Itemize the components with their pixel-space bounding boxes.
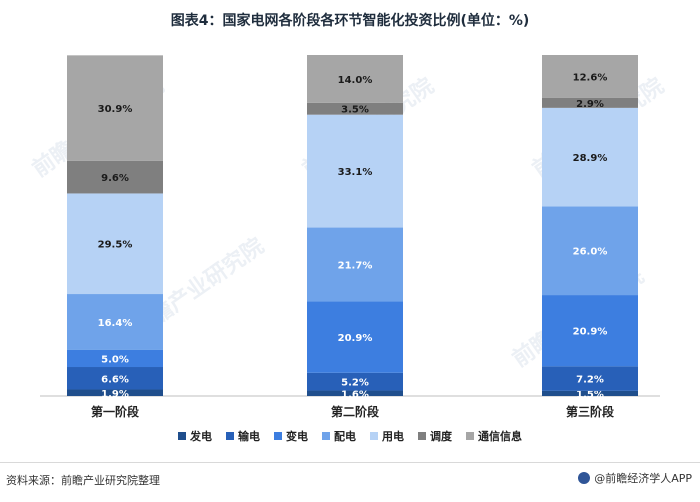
legend-swatch (178, 432, 186, 440)
data-label: 29.5% (98, 240, 133, 251)
bar-segment-变电 (67, 349, 163, 368)
data-label: 16.4% (98, 318, 133, 329)
data-label: 26.0% (573, 247, 608, 258)
bar-segment-变电 (542, 295, 638, 367)
legend-label: 配电 (334, 430, 356, 443)
data-label: 9.6% (101, 173, 129, 184)
bar-segment-通信信息 (542, 55, 638, 98)
bar-segment-用电 (67, 193, 163, 295)
brand-credit: @前瞻经济学人APP (578, 470, 692, 486)
legend-item: 通信信息 (466, 428, 522, 444)
category-label: 第一阶段 (91, 404, 140, 419)
legend-label: 输电 (238, 430, 260, 443)
legend-swatch (322, 432, 330, 440)
bar-segment-发电 (67, 389, 163, 396)
data-label: 20.9% (573, 327, 608, 338)
bar-segment-变电 (307, 301, 403, 373)
data-label: 1.9% (101, 389, 129, 400)
data-label: 30.9% (98, 104, 133, 115)
legend-swatch (274, 432, 282, 440)
chart-legend: 发电 输电 变电 配电 用电 调度 通信信息 (0, 428, 700, 444)
legend-item: 调度 (418, 428, 452, 444)
legend-item: 用电 (370, 428, 404, 444)
brand-logo-icon (578, 472, 591, 484)
data-label: 1.5% (576, 389, 604, 400)
legend-swatch (466, 432, 474, 440)
bar-segment-配电 (307, 227, 403, 302)
legend-label: 通信信息 (478, 430, 522, 443)
legend-label: 变电 (286, 430, 308, 443)
legend-label: 发电 (190, 430, 212, 443)
data-label: 5.2% (341, 378, 369, 389)
bar-segment-调度 (542, 97, 638, 108)
bar-segment-输电 (307, 372, 403, 391)
data-label: 21.7% (338, 261, 373, 272)
brand-label: @前瞻经济学人APP (594, 472, 692, 485)
legend-label: 调度 (430, 430, 452, 443)
category-label: 第三阶段 (566, 404, 615, 419)
bar-segment-用电 (542, 107, 638, 207)
bar-segment-调度 (307, 102, 403, 115)
data-label: 6.6% (101, 374, 129, 385)
chart-title: 图表4：国家电网各阶段各环节智能化投资比例(单位：%) (170, 13, 530, 29)
bar-segment-发电 (542, 390, 638, 396)
data-label: 20.9% (338, 333, 373, 344)
data-label: 1.6% (341, 389, 369, 400)
bar-segment-通信信息 (307, 55, 403, 103)
stacked-bar-chart: 1.9% 6.6% 5.0% 16.4% 29.5% 9.6% 30.9% 第一阶段 1.6%5… (40, 55, 660, 419)
data-label: 5.0% (101, 354, 129, 365)
legend-label: 用电 (382, 430, 404, 443)
source-note: 资料来源：前瞻产业研究院整理 (6, 474, 160, 487)
legend-item: 发电 (178, 428, 212, 444)
bar-segment-配电 (542, 206, 638, 296)
legend-item: 配电 (322, 428, 356, 444)
data-label: 12.6% (573, 72, 608, 83)
legend-item: 变电 (274, 428, 308, 444)
bar-segment-输电 (542, 366, 638, 391)
footer-divider (0, 462, 700, 463)
category-label: 第二阶段 (331, 404, 380, 419)
legend-swatch (226, 432, 234, 440)
data-label: 3.5% (341, 105, 369, 116)
data-label: 2.9% (576, 99, 604, 110)
bar-segment-用电 (307, 114, 403, 228)
data-label: 7.2% (576, 375, 604, 386)
bar-segment-调度 (67, 160, 163, 194)
data-label: 28.9% (573, 153, 608, 164)
bar-segment-通信信息 (67, 55, 163, 161)
legend-item: 输电 (226, 428, 260, 444)
legend-swatch (370, 432, 378, 440)
data-label: 33.1% (338, 167, 373, 178)
bar-segment-发电 (307, 390, 403, 396)
bar-segment-配电 (67, 294, 163, 350)
bar-segment-输电 (67, 367, 163, 390)
data-label: 14.0% (338, 75, 373, 86)
legend-swatch (418, 432, 426, 440)
